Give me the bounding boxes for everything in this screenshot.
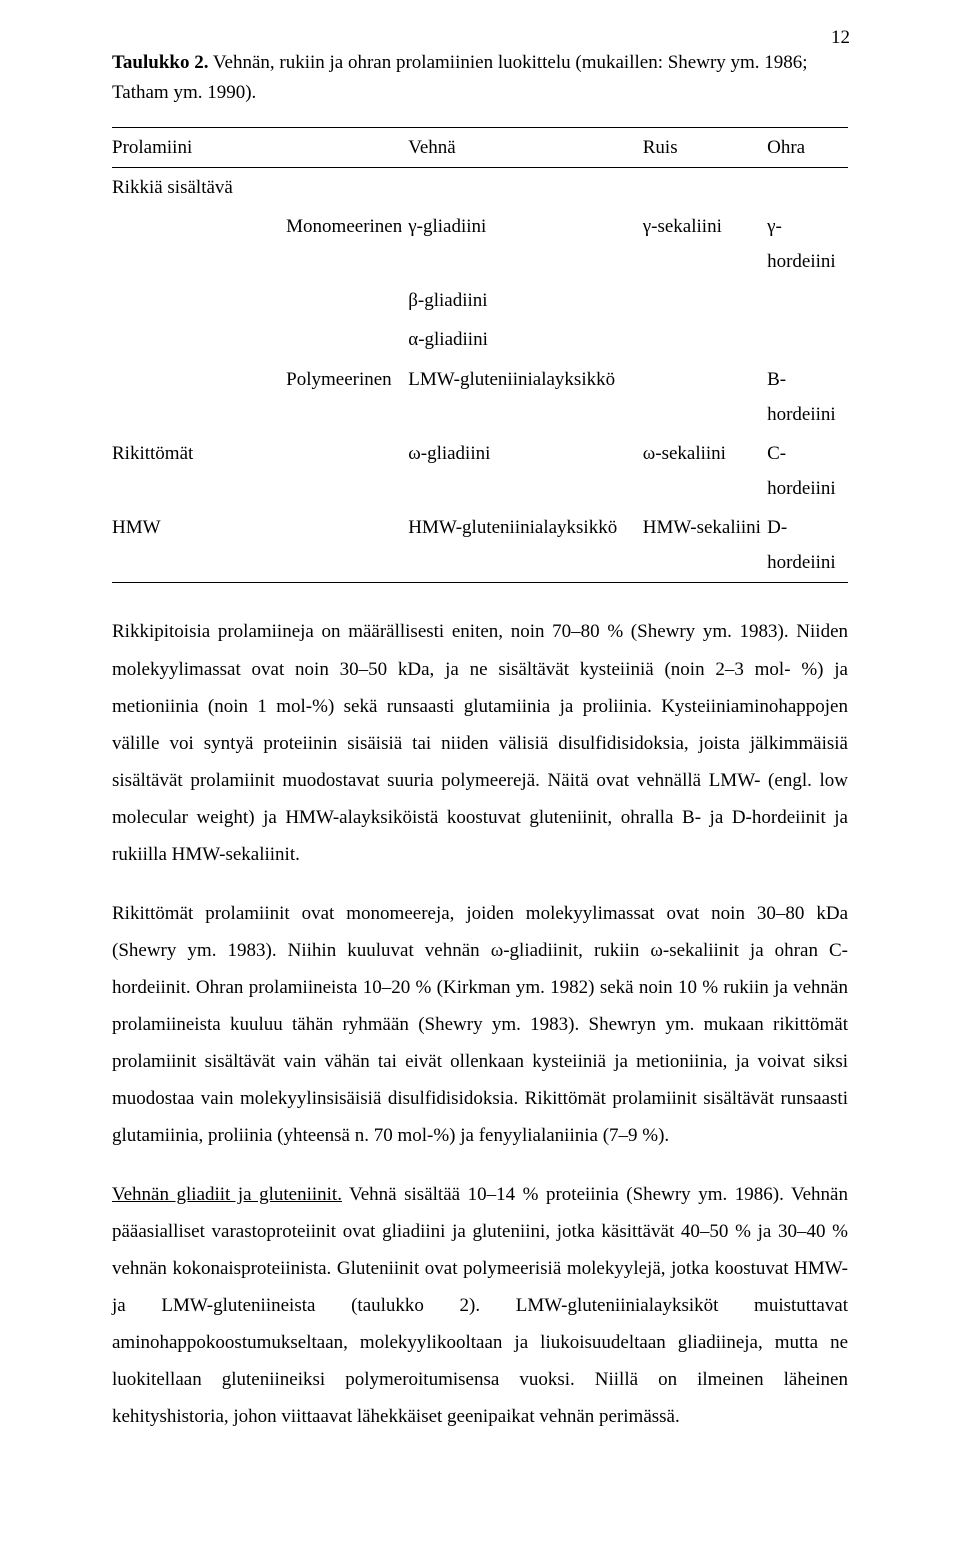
para3-rest: Vehnä sisältää 10–14 % proteiinia (Shewr… (112, 1184, 848, 1427)
cell: LMW-gluteniinialayksikkö (408, 360, 643, 434)
cell: B-hordeiini (767, 360, 848, 434)
cell: α-gliadiini (408, 320, 643, 359)
cell: Rikittömät (112, 434, 280, 508)
cell: β-gliadiini (408, 281, 643, 320)
table-row: Monomeerinen γ-gliadiini γ-sekaliini γ-h… (112, 207, 848, 281)
th-vehna: Vehnä (408, 127, 643, 167)
cell (280, 167, 408, 207)
caption-label: Taulukko 2. (112, 52, 208, 73)
th-ruis: Ruis (643, 127, 767, 167)
cell: D-hordeiini (767, 508, 848, 583)
table-header-row: Prolamiini Vehnä Ruis Ohra (112, 127, 848, 167)
page-number: 12 (831, 20, 850, 55)
th-blank (280, 127, 408, 167)
prolamin-table: Prolamiini Vehnä Ruis Ohra Rikkiä sisält… (112, 127, 848, 584)
cell (767, 167, 848, 207)
cell (112, 281, 280, 320)
cell (408, 167, 643, 207)
paragraph-2: Rikittömät prolamiinit ovat monomeereja,… (112, 895, 848, 1154)
th-ohra: Ohra (767, 127, 848, 167)
table-row: Rikkiä sisältävä (112, 167, 848, 207)
cell (112, 207, 280, 281)
cell (643, 320, 767, 359)
cell (112, 360, 280, 434)
cell: HMW-sekaliini (643, 508, 767, 583)
cell (643, 360, 767, 434)
cell: ω-sekaliini (643, 434, 767, 508)
cell: Rikkiä sisältävä (112, 167, 280, 207)
cell (767, 281, 848, 320)
para3-underlined: Vehnän gliadiit ja gluteniinit. (112, 1184, 342, 1205)
cell: ω-gliadiini (408, 434, 643, 508)
paragraph-3: Vehnän gliadiit ja gluteniinit. Vehnä si… (112, 1176, 848, 1435)
cell (112, 320, 280, 359)
cell: Monomeerinen (280, 207, 408, 281)
table-row: Polymeerinen LMW-gluteniinialayksikkö B-… (112, 360, 848, 434)
cell (767, 320, 848, 359)
cell: γ-sekaliini (643, 207, 767, 281)
table-row: β-gliadiini (112, 281, 848, 320)
cell (280, 434, 408, 508)
cell (280, 320, 408, 359)
cell: γ-hordeiini (767, 207, 848, 281)
th-prolamiini: Prolamiini (112, 127, 280, 167)
table-row: HMW HMW-gluteniinialayksikkö HMW-sekalii… (112, 508, 848, 583)
cell (643, 167, 767, 207)
cell: γ-gliadiini (408, 207, 643, 281)
cell: Polymeerinen (280, 360, 408, 434)
cell (280, 281, 408, 320)
table-row: α-gliadiini (112, 320, 848, 359)
cell: C-hordeiini (767, 434, 848, 508)
page: 12 Taulukko 2. Vehnän, rukiin ja ohran p… (0, 0, 960, 1517)
cell: HMW (112, 508, 280, 583)
cell (280, 508, 408, 583)
cell (643, 281, 767, 320)
paragraph-1: Rikkipitoisia prolamiineja on määrällise… (112, 613, 848, 872)
caption-text: Vehnän, rukiin ja ohran prolamiinien luo… (112, 52, 808, 103)
table-row: Rikittömät ω-gliadiini ω-sekaliini C-hor… (112, 434, 848, 508)
cell: HMW-gluteniinialayksikkö (408, 508, 643, 583)
table-caption: Taulukko 2. Vehnän, rukiin ja ohran prol… (112, 48, 848, 109)
